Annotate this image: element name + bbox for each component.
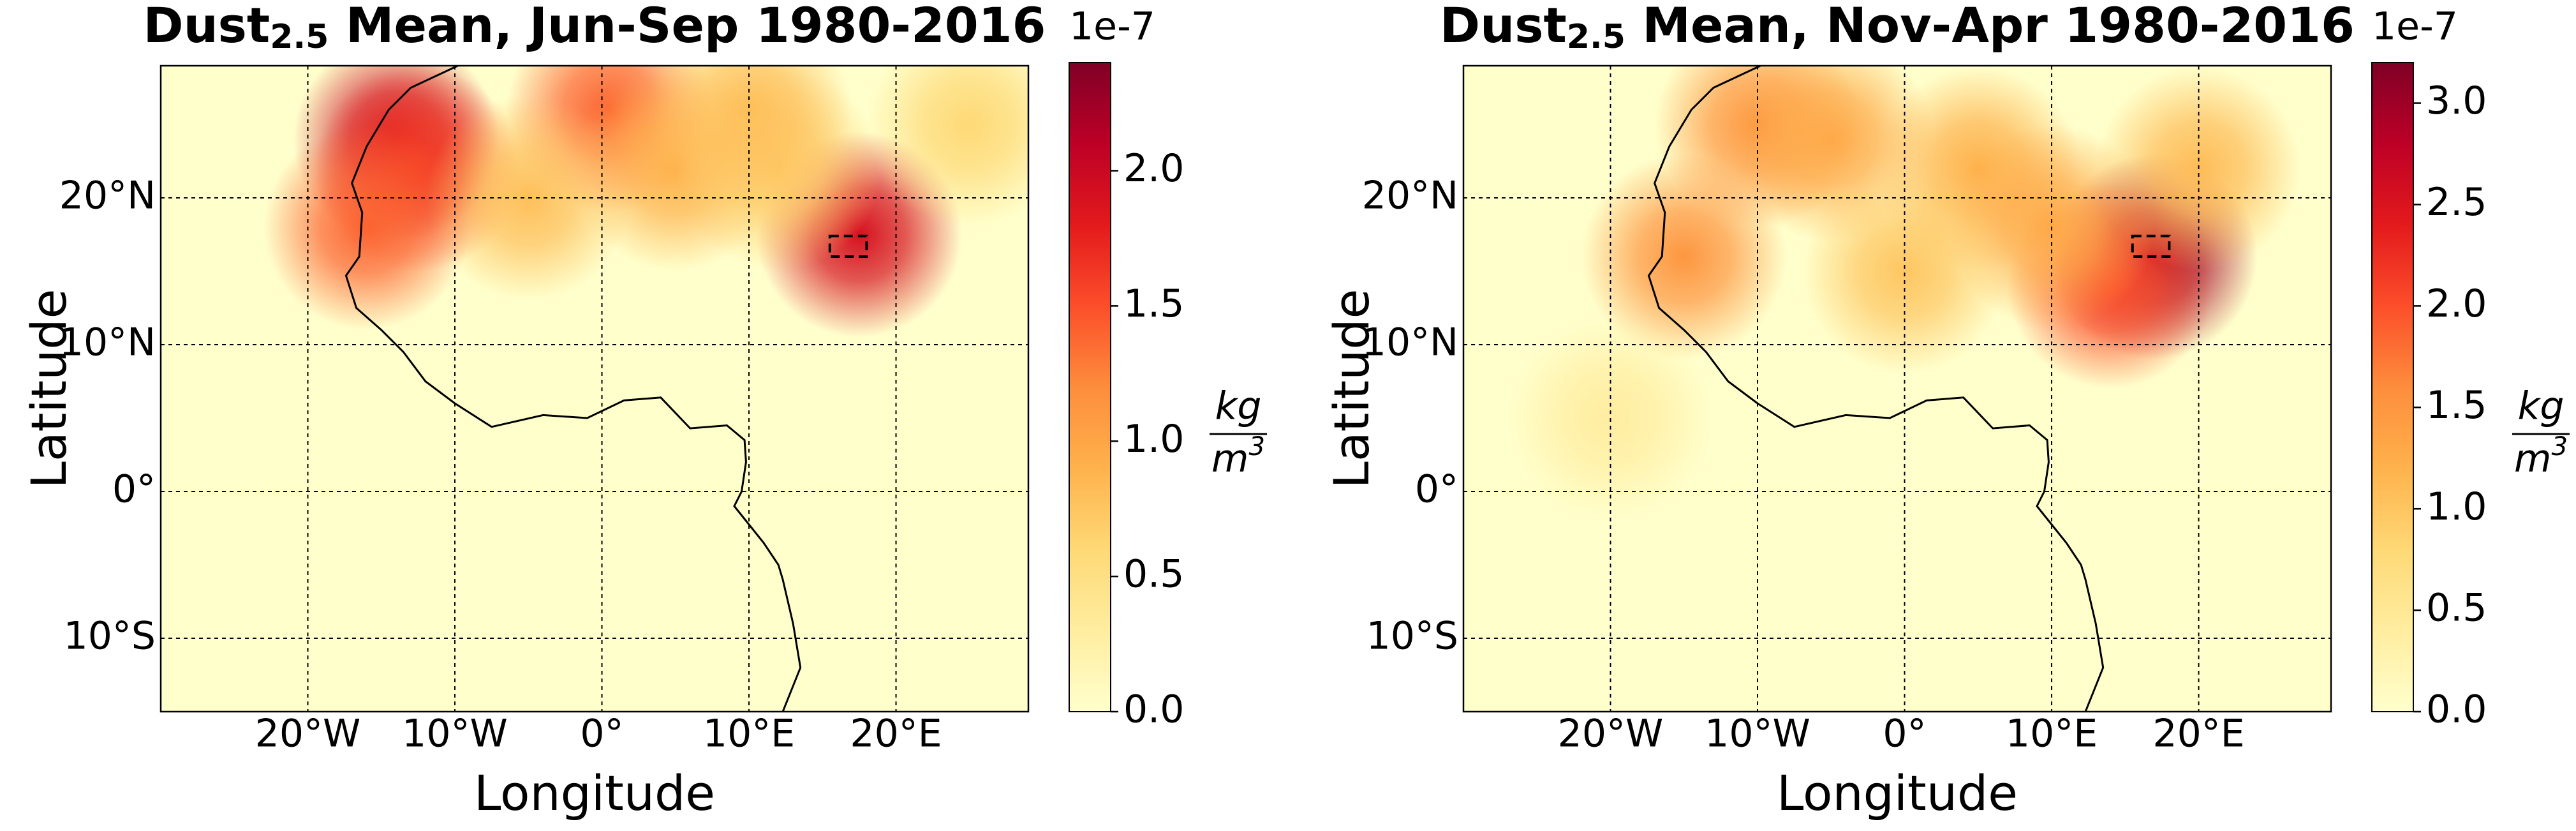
map-area	[1463, 66, 2331, 712]
colorbar-tick-label: 2.0	[1123, 146, 1184, 191]
dust-hotspot	[263, 124, 470, 331]
colorbar-tick-label: 2.0	[2426, 281, 2487, 326]
unit-exponent: 3	[2552, 432, 2568, 461]
x-tick-label: 10°W	[402, 712, 508, 756]
x-tick-label: 10°E	[2006, 712, 2098, 756]
colorbar-tick-label: 1.0	[2426, 484, 2487, 529]
dust-hotspot	[1802, 168, 2008, 375]
y-tick-label: 10°S	[1366, 614, 1458, 659]
colorbar-tick-label: 0.5	[1123, 552, 1184, 597]
y-tick-label: 20°N	[1362, 174, 1458, 218]
colorbar-tick-label: 3.0	[2426, 79, 2487, 123]
colorbar-tick-label: 1.5	[2426, 383, 2487, 428]
x-axis-label: Longitude	[1777, 765, 2018, 821]
x-tick-label: 20°E	[2152, 712, 2244, 756]
unit-denominator: m3	[2514, 432, 2568, 481]
colorbar-tick-label: 1.5	[1123, 281, 1184, 326]
title-subscript: 2.5	[270, 18, 329, 56]
x-axis-label: Longitude	[474, 765, 715, 821]
x-tick-label: 0°	[580, 712, 623, 756]
y-tick-label: 20°N	[59, 174, 156, 218]
dust-hotspot	[646, 66, 852, 213]
title-main: Dust	[1440, 0, 1567, 54]
x-tick-label: 20°E	[850, 712, 942, 756]
colorbar-tick-label: 0.0	[2426, 687, 2487, 732]
y-tick-label: 10°S	[64, 614, 156, 659]
unit-base: m	[2514, 437, 2551, 481]
y-axis-label: Latitude	[1323, 289, 1380, 489]
colorbar	[1069, 62, 1111, 712]
unit-numerator: kg	[2518, 384, 2565, 429]
coastline	[344, 66, 802, 712]
unit-exponent: 3	[1249, 432, 1265, 461]
y-tick-label: 10°N	[59, 320, 156, 365]
colorbar-tick-label: 0.5	[2426, 586, 2487, 631]
x-tick-label: 10°W	[1705, 712, 1810, 756]
region-box	[828, 234, 868, 258]
map-area	[161, 66, 1028, 712]
x-tick-label: 20°W	[1558, 712, 1664, 756]
coastline	[1647, 66, 2105, 712]
colorbar-offset: 1e-7	[2372, 4, 2458, 49]
colorbar-tick-label: 0.0	[1123, 687, 1184, 732]
map-panel: Dust2.5 Mean, Jun-Sep 1980-2016 20°W 10°W 0…	[20, 0, 1267, 821]
title-subscript: 2.5	[1567, 18, 1625, 56]
x-tick-label: 20°W	[255, 712, 361, 756]
colorbar-tick-label: 2.5	[2426, 180, 2487, 225]
unit-numerator: kg	[1215, 384, 1262, 429]
x-tick-label: 0°	[1883, 712, 1926, 756]
y-axis-label: Latitude	[20, 289, 77, 489]
y-tick-label: 10°N	[1362, 320, 1458, 365]
dust-hotspot	[866, 66, 1028, 228]
colorbar	[2371, 62, 2414, 712]
colorbar-offset: 1e-7	[1069, 4, 1155, 49]
y-tick-label: 0°	[112, 467, 156, 512]
title-rest: Mean, Nov-Apr 1980-2016	[1625, 0, 2355, 54]
chart-title: Dust2.5 Mean, Nov-Apr 1980-2016	[1440, 0, 2355, 56]
title-main: Dust	[143, 0, 270, 54]
colorbar-tick-label: 1.0	[1123, 417, 1184, 461]
y-tick-label: 0°	[1415, 467, 1458, 512]
region-box	[2131, 234, 2171, 258]
x-tick-label: 10°E	[703, 712, 795, 756]
map-frame	[1462, 64, 2332, 713]
map-frame	[159, 64, 1030, 713]
title-rest: Mean, Jun-Sep 1980-2016	[329, 0, 1046, 54]
unit-denominator: m3	[1211, 432, 1265, 481]
unit-base: m	[1211, 437, 1248, 481]
chart-title: Dust2.5 Mean, Jun-Sep 1980-2016	[143, 0, 1046, 56]
